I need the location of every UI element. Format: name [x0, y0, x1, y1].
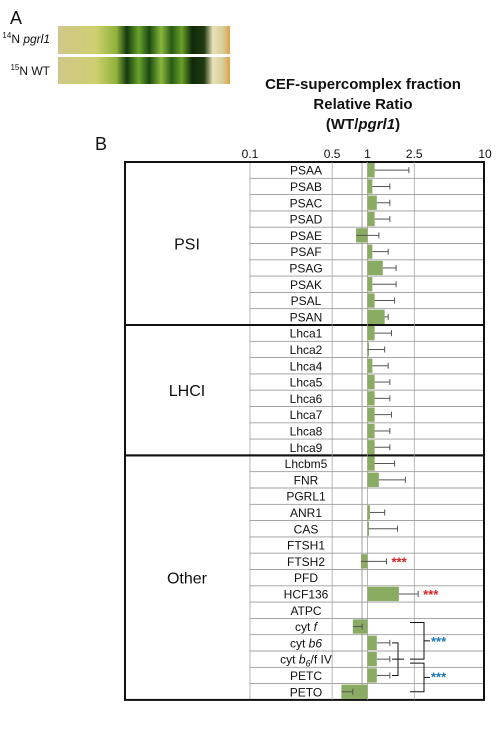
data-bar	[367, 521, 369, 536]
group-box	[124, 454, 485, 701]
row-label: PSAC	[290, 196, 323, 210]
row-label: FTSH1	[287, 539, 325, 553]
x-tick-label: 10	[478, 147, 492, 161]
gel-strips-svg	[58, 26, 230, 84]
data-bar	[341, 684, 368, 699]
significance-label: ***	[391, 554, 407, 569]
data-bar	[367, 293, 375, 308]
row-label: PSAF	[290, 245, 321, 259]
row-label: PSAD	[290, 213, 323, 227]
row-label: ATPC	[290, 604, 321, 618]
row-label: PSAG	[289, 261, 322, 275]
row-label: Lhcbm5	[285, 457, 328, 471]
bracket-outer-upper	[410, 622, 425, 660]
row-plot-cell	[361, 569, 485, 587]
data-bar	[367, 309, 385, 324]
row-label: cyt b6/f IV	[280, 653, 332, 669]
data-bar	[367, 211, 375, 227]
row-label: HCF136	[284, 587, 329, 601]
bracket-significance-label: ***	[431, 669, 447, 684]
x-tick-label: 1	[364, 147, 371, 161]
data-bar	[367, 260, 383, 276]
row-label: PSAK	[290, 278, 322, 292]
row-label: CAS	[294, 522, 319, 536]
row-label: PETC	[290, 669, 322, 683]
data-bar	[367, 440, 375, 455]
data-bar	[367, 407, 375, 422]
chart-title-line2: Relative Ratio	[313, 96, 413, 113]
lane-label-wt: 15N WT	[10, 63, 50, 78]
data-bar	[367, 326, 375, 341]
row-label: Lhca9	[290, 441, 323, 455]
data-bar	[367, 652, 377, 667]
data-bar	[367, 472, 379, 487]
row-label: PFD	[294, 571, 318, 585]
data-bar	[367, 374, 375, 390]
row-label: FTSH2	[287, 555, 325, 569]
row-label: Lhca7	[290, 408, 323, 422]
row-label: PSAA	[290, 164, 322, 178]
row-label: Lhca2	[290, 343, 323, 357]
data-bar	[367, 635, 377, 650]
chart-title-line3: (WT/pgrl1)	[325, 116, 401, 133]
row-plot-cell	[361, 226, 485, 244]
data-bar	[367, 505, 370, 520]
gel-strip-pgrl1	[58, 26, 230, 54]
row-label: Lhca5	[290, 376, 323, 390]
row-label: ANR1	[290, 506, 322, 520]
row-label: PGRL1	[286, 490, 326, 504]
data-bar	[367, 391, 375, 406]
data-bar	[367, 163, 375, 178]
row-label: PSAE	[290, 229, 322, 243]
x-tick-label: 0.5	[324, 147, 341, 161]
data-bar	[367, 195, 377, 210]
data-bar	[367, 423, 375, 439]
group-label: Other	[167, 571, 208, 588]
row-label: Lhca1	[290, 327, 323, 341]
row-label: Lhca6	[290, 392, 323, 406]
data-bar	[367, 586, 399, 602]
row-plot-cell	[361, 536, 485, 554]
row-label: PETO	[290, 685, 322, 699]
row-label: cyt b6	[290, 636, 322, 650]
significance-label: ***	[423, 587, 439, 602]
row-label: cyt f	[295, 620, 319, 634]
gel-image	[58, 26, 230, 86]
data-bar	[367, 179, 373, 194]
data-bar	[367, 358, 373, 373]
x-tick-label: 2.5	[406, 147, 423, 161]
x-tick-label: 0.1	[242, 147, 259, 161]
row-plot-cell	[361, 487, 485, 505]
row-plot-cell	[361, 618, 485, 636]
group-label: PSI	[174, 237, 200, 254]
lane-label-pgrl1: 14N pgrl1	[2, 31, 50, 46]
data-bar	[367, 244, 373, 259]
chart-title-line1: CEF-supercomplex fraction	[265, 76, 461, 93]
row-label: Lhca4	[290, 359, 323, 373]
row-label: PSAN	[290, 310, 323, 324]
data-bar	[367, 277, 373, 292]
panel-a-letter: A	[10, 8, 23, 28]
row-label: FNR	[294, 473, 319, 487]
row-label: PSAB	[290, 180, 322, 194]
bracket-significance-label: ***	[431, 634, 447, 649]
panel-b-letter: B	[95, 134, 108, 154]
row-label: Lhca8	[290, 424, 323, 438]
group-label: LHCI	[169, 383, 205, 400]
gel-strip-wt	[58, 57, 230, 84]
data-bar	[367, 456, 375, 471]
row-label: PSAL	[291, 294, 322, 308]
row-plot-cell	[361, 601, 485, 619]
data-bar	[367, 668, 377, 683]
